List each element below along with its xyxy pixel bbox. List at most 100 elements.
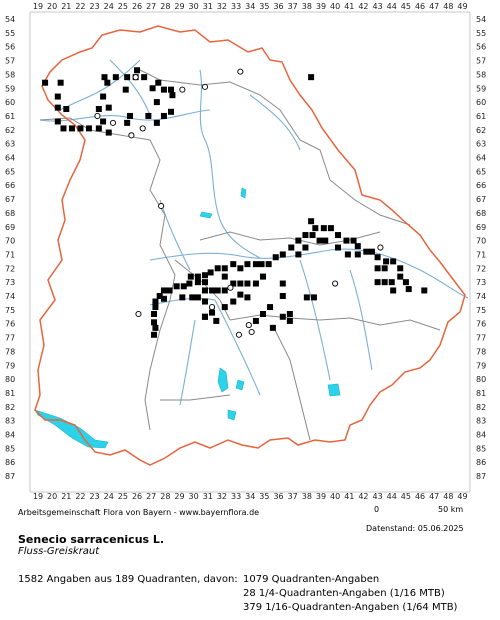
uncertain-marker bbox=[179, 86, 186, 93]
quadrant-marker bbox=[244, 280, 251, 287]
uncertain-marker bbox=[227, 284, 234, 291]
y-right-tick-label: 82 bbox=[476, 403, 486, 412]
y-left-tick-label: 86 bbox=[5, 458, 15, 467]
x-top-tick-label: 42 bbox=[358, 2, 368, 11]
y-left-tick-label: 84 bbox=[5, 431, 15, 440]
y-right-tick-label: 60 bbox=[476, 98, 486, 107]
y-right-tick-label: 61 bbox=[476, 112, 486, 121]
quadrant-marker bbox=[201, 279, 208, 286]
y-right-tick-label: 63 bbox=[476, 140, 486, 149]
quadrant-marker bbox=[160, 86, 167, 93]
quadrant-marker bbox=[201, 313, 208, 320]
quadrant-marker bbox=[252, 280, 259, 287]
quadrant-marker bbox=[151, 319, 158, 326]
quadrant-marker bbox=[112, 74, 119, 81]
quadrant-marker bbox=[153, 119, 160, 126]
y-left-tick-label: 65 bbox=[5, 167, 15, 176]
quadrant-marker bbox=[402, 279, 409, 286]
quadrant-marker bbox=[344, 251, 351, 258]
quadrant-marker bbox=[381, 265, 388, 272]
y-right-tick-label: 81 bbox=[476, 389, 486, 398]
x-top-tick-label: 29 bbox=[174, 2, 184, 11]
quadrant-marker bbox=[334, 232, 341, 239]
quadrant-marker bbox=[77, 125, 84, 132]
quadrant-marker bbox=[221, 265, 228, 272]
quadrant-marker bbox=[173, 283, 180, 290]
quadrant-marker bbox=[60, 125, 67, 132]
quadrant-marker bbox=[390, 287, 397, 294]
quadrant-marker bbox=[421, 287, 428, 294]
quadrant-marker bbox=[350, 237, 357, 244]
quadrant-marker bbox=[124, 74, 131, 81]
uncertain-marker bbox=[208, 304, 216, 311]
uncertain-marker bbox=[237, 68, 244, 75]
x-top-tick-label: 20 bbox=[47, 2, 57, 11]
quadrant-marker bbox=[186, 280, 193, 287]
x-top-tick-label: 23 bbox=[90, 2, 100, 11]
quadrant-marker bbox=[160, 295, 167, 302]
x-top-tick-label: 24 bbox=[104, 2, 114, 11]
x-bottom-tick-label: 32 bbox=[217, 492, 227, 500]
quadrant-marker bbox=[152, 324, 159, 331]
quadrant-marker bbox=[153, 99, 160, 106]
y-left-tick-label: 56 bbox=[5, 43, 15, 52]
quadrant-marker bbox=[95, 125, 102, 132]
quadrant-marker bbox=[244, 261, 251, 268]
y-right-tick-label: 67 bbox=[476, 195, 486, 204]
quadrant-marker bbox=[141, 74, 148, 81]
x-bottom-tick-label: 31 bbox=[203, 492, 213, 500]
y-left-tick-label: 87 bbox=[5, 472, 15, 481]
x-bottom-tick-label: 33 bbox=[231, 492, 241, 500]
quadrant-marker bbox=[168, 86, 175, 93]
x-bottom-tick-label: 34 bbox=[245, 492, 255, 500]
y-right-tick-label: 72 bbox=[476, 264, 486, 273]
y-left-tick-label: 62 bbox=[5, 126, 15, 135]
y-left-tick-label: 59 bbox=[5, 84, 15, 93]
x-bottom-tick-label: 30 bbox=[189, 492, 199, 500]
y-left-tick-label: 60 bbox=[5, 98, 15, 107]
quadrant-marker bbox=[151, 311, 158, 318]
x-bottom-tick-label: 28 bbox=[160, 492, 170, 500]
rivers bbox=[39, 59, 469, 406]
uncertain-marker bbox=[235, 331, 242, 338]
y-left-tick-label: 85 bbox=[5, 444, 15, 453]
quadrant-marker bbox=[368, 248, 375, 255]
quadrant-marker bbox=[85, 125, 92, 132]
x-bottom-tick-label: 39 bbox=[316, 492, 326, 500]
x-top-tick-label: 30 bbox=[189, 2, 199, 11]
quadrant-marker bbox=[279, 293, 286, 299]
quadrant-marker bbox=[145, 112, 152, 119]
mtb64-count: 379 1/16-Quadranten-Angaben (1/64 MTB) bbox=[243, 602, 458, 613]
quadrant-marker bbox=[388, 279, 395, 286]
uncertain-marker bbox=[158, 202, 165, 210]
scale-distance-label: 50 km bbox=[438, 505, 464, 514]
y-right-tick-label: 74 bbox=[476, 292, 486, 301]
quadrant-marker bbox=[57, 79, 64, 86]
y-axis-left: 54 55 56 57 58 59 60 61 62 63 64 65 66 67 68 69 70 71 72 73… bbox=[5, 15, 15, 481]
quadrant-marker bbox=[201, 287, 208, 294]
quadrant-marker bbox=[100, 93, 107, 100]
y-left-tick-label: 70 bbox=[5, 237, 15, 246]
quadrant-marker bbox=[310, 294, 317, 301]
quadrant-marker bbox=[207, 269, 214, 276]
y-left-tick-label: 58 bbox=[5, 70, 15, 79]
quadrant-marker bbox=[209, 309, 216, 316]
quadrant-marker bbox=[316, 237, 323, 244]
quadrant-marker bbox=[397, 265, 404, 272]
quadrant-marker bbox=[267, 304, 274, 311]
quadrant-marker bbox=[180, 283, 187, 290]
uncertain-marker bbox=[94, 112, 101, 119]
x-bottom-tick-label: 37 bbox=[288, 492, 298, 500]
x-axis-bottom: 19 20 21 22 23 24 25 26 27 28 29 30 31 32 33 34 35 36 37 38… bbox=[33, 492, 468, 500]
x-top-tick-label: 32 bbox=[217, 2, 227, 11]
quadrant-marker bbox=[169, 92, 176, 99]
uncertain-marker bbox=[135, 310, 142, 318]
quadrant-marker bbox=[201, 272, 208, 279]
quadrant-marker bbox=[160, 112, 167, 119]
y-left-tick-label: 82 bbox=[5, 403, 15, 412]
quadrant-marker bbox=[54, 93, 61, 100]
y-left-tick-label: 77 bbox=[5, 334, 15, 343]
quadrant-marker bbox=[397, 273, 404, 280]
x-top-tick-label: 40 bbox=[330, 2, 340, 11]
quadrant-marker bbox=[302, 244, 309, 251]
